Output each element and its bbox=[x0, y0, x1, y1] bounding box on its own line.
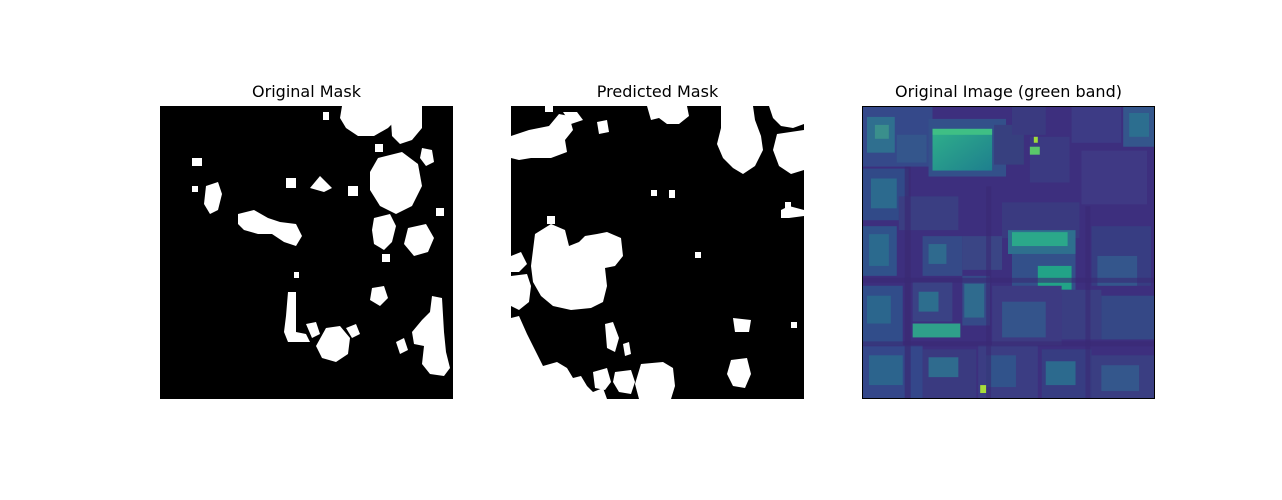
title-predicted-mask: Predicted Mask bbox=[596, 82, 719, 101]
title-original-mask: Original Mask bbox=[252, 82, 361, 101]
predicted-mask-image bbox=[511, 106, 804, 399]
original-image-green-band bbox=[862, 106, 1155, 399]
title-original-image-green-band: Original Image (green band) bbox=[895, 82, 1122, 101]
original-mask-image bbox=[160, 106, 453, 399]
